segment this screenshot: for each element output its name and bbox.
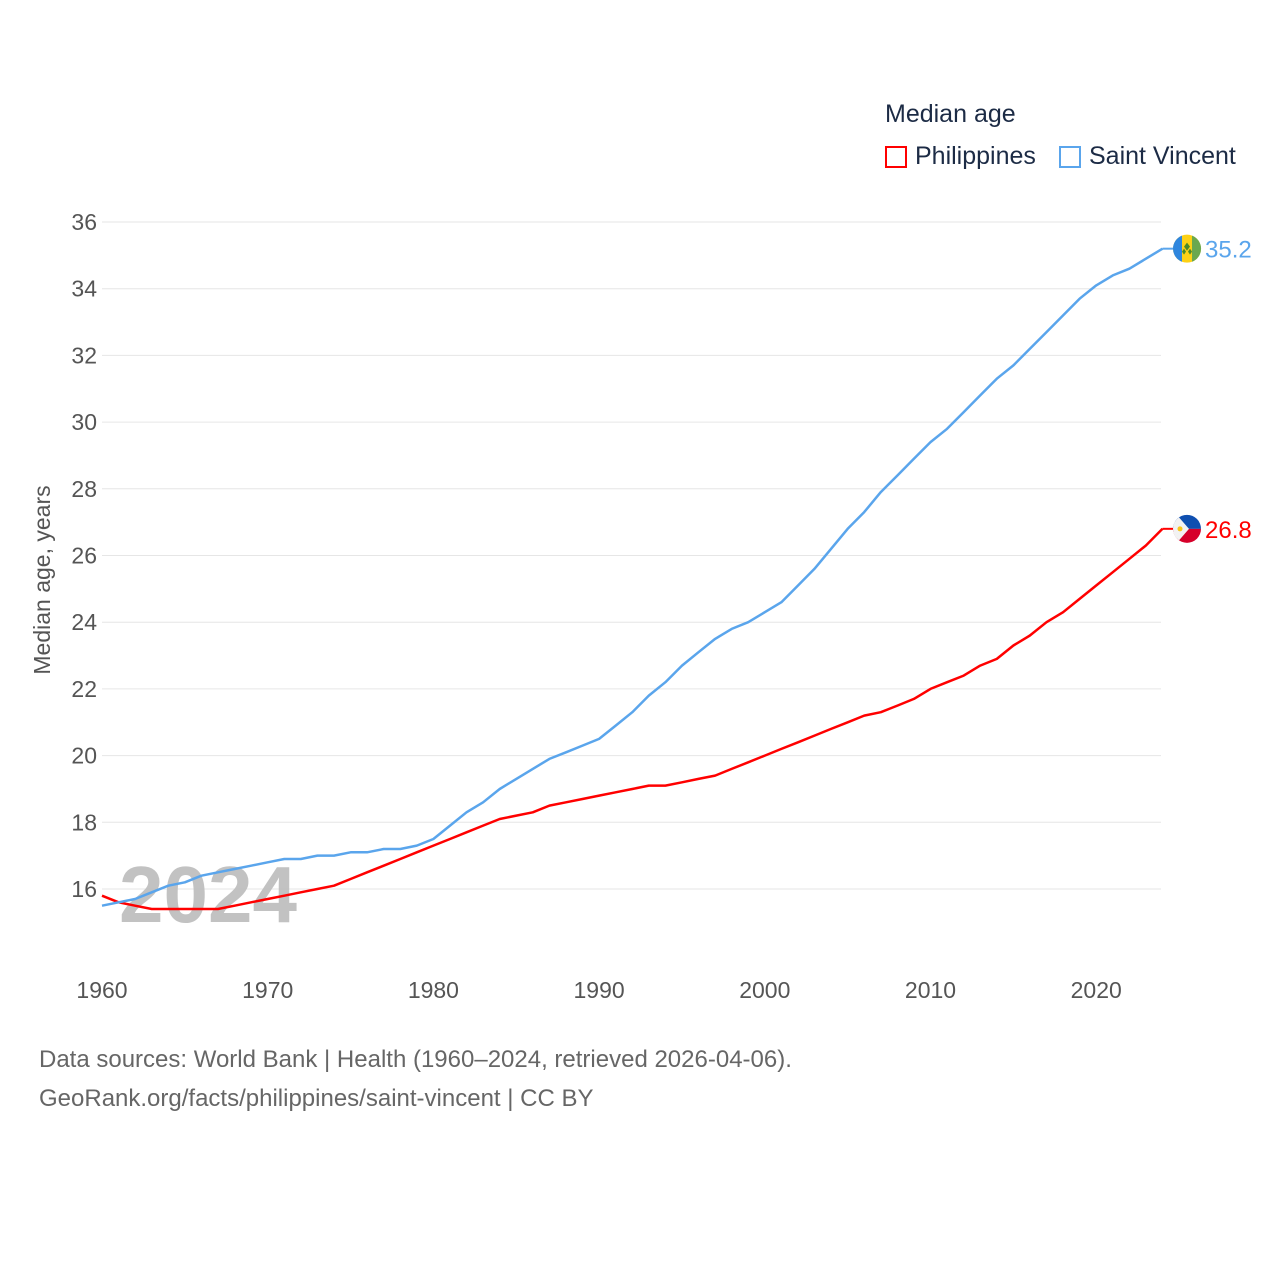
legend-swatch — [1059, 145, 1081, 168]
y-tick-label: 18 — [71, 809, 97, 835]
source-url: GeoRank.org/facts/philippines/saint-vinc… — [39, 1085, 594, 1112]
legend-title: Median age — [885, 100, 1016, 128]
legend-label: Philippines — [915, 142, 1036, 170]
flag-stripe — [1173, 235, 1182, 262]
y-tick-label: 26 — [71, 543, 97, 569]
legend-swatch — [885, 145, 907, 168]
legend-label: Saint Vincent — [1089, 142, 1236, 170]
flag-sun — [1177, 526, 1183, 532]
x-tick-label: 1990 — [574, 977, 625, 1003]
y-tick-label: 30 — [71, 409, 97, 435]
x-tick-label: 2000 — [739, 977, 790, 1003]
source-text: Data sources: World Bank | Health (1960–… — [39, 1046, 792, 1073]
end-value-label: 26.8 — [1205, 517, 1252, 544]
y-tick-label: 22 — [71, 676, 97, 702]
end-value-label: 35.2 — [1205, 237, 1252, 264]
y-tick-label: 24 — [71, 609, 97, 635]
y-tick-label: 28 — [71, 476, 97, 502]
legend-item-philippines[interactable]: Philippines — [885, 142, 1036, 171]
y-tick-label: 20 — [71, 743, 97, 769]
y-axis-label: Median age, years — [29, 485, 55, 674]
legend-item-saint-vincent[interactable]: Saint Vincent — [1059, 142, 1236, 171]
flag-stripe — [1192, 235, 1202, 262]
y-tick-label: 16 — [71, 876, 97, 902]
series-line-philippines — [101, 527, 1164, 911]
x-tick-label: 1960 — [76, 977, 127, 1003]
x-tick-label: 2020 — [1071, 977, 1122, 1003]
y-tick-label: 32 — [71, 342, 97, 368]
y-tick-label: 36 — [71, 209, 97, 235]
x-tick-label: 2010 — [905, 977, 956, 1003]
y-tick-label: 34 — [71, 276, 97, 302]
x-tick-label: 1980 — [408, 977, 459, 1003]
series-line-saint-vincent — [101, 247, 1164, 907]
x-tick-label: 1970 — [242, 977, 293, 1003]
flag-diamonds — [1182, 242, 1192, 255]
